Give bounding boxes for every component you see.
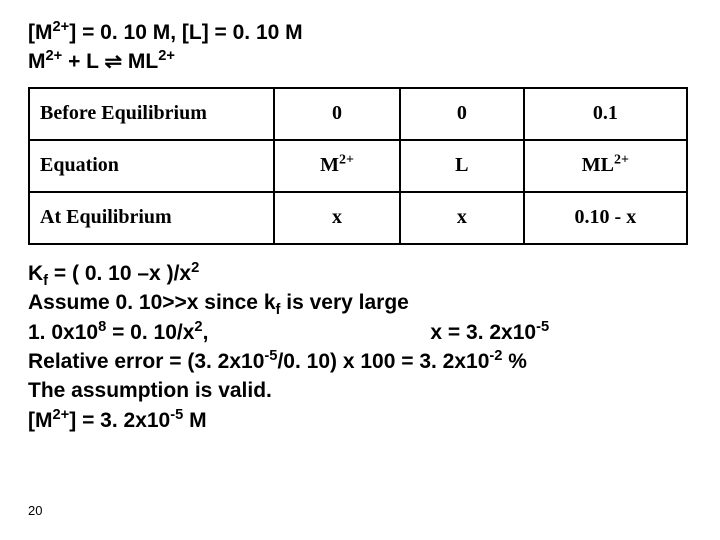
txt: % [502, 350, 527, 373]
cell: 0.10 - x [524, 192, 687, 244]
cell: L [400, 140, 524, 192]
txt: [M [28, 409, 53, 432]
kf-expression: Kf = ( 0. 10 –x )/x2 [28, 259, 692, 288]
sup: 2 [194, 319, 202, 335]
solve-line: 1. 0x108 = 0. 10/x2,x = 3. 2x10-5 [28, 318, 692, 347]
cell: 0 [274, 88, 400, 140]
txt: ] = 3. 2x10 [69, 409, 170, 432]
conc-line: [M2+] = 0. 10 M, [L] = 0. 10 M [28, 18, 692, 47]
cell: ML2+ [524, 140, 687, 192]
table-row: At Equilibrium x x 0.10 - x [29, 192, 687, 244]
sup: 2+ [53, 407, 70, 423]
txt: = 0. 10/x [106, 321, 194, 344]
assumption-line: Assume 0. 10>>x since kf is very large [28, 288, 692, 317]
cell: 0.1 [524, 88, 687, 140]
reaction-line: M2+ + L ⇌ ML2+ [28, 47, 692, 76]
page-number: 20 [28, 503, 42, 518]
txt: [M [28, 21, 53, 44]
cell: M2+ [274, 140, 400, 192]
answer-line: [M2+] = 3. 2x10-5 M [28, 406, 692, 435]
cell: 0 [400, 88, 524, 140]
row-label: Before Equilibrium [29, 88, 274, 140]
txt: 1. 0x10 [28, 321, 98, 344]
table-row: Before Equilibrium 0 0 0.1 [29, 88, 687, 140]
txt: M [28, 50, 46, 73]
txt: , [203, 321, 209, 344]
validity-line: The assumption is valid. [28, 376, 692, 405]
sup: 2+ [158, 48, 175, 64]
row-label: At Equilibrium [29, 192, 274, 244]
row-label: Equation [29, 140, 274, 192]
txt: ML [122, 50, 158, 73]
cell: x [400, 192, 524, 244]
relative-error-line: Relative error = (3. 2x10-5/0. 10) x 100… [28, 347, 692, 376]
txt: /0. 10) x 100 = 3. 2x10 [277, 350, 489, 373]
sup: -2 [489, 348, 502, 364]
ice-table: Before Equilibrium 0 0 0.1 Equation M2+ … [28, 87, 688, 245]
table-row: Equation M2+ L ML2+ [29, 140, 687, 192]
txt: + L [62, 50, 104, 73]
txt: is very large [280, 291, 408, 314]
txt: Relative error = (3. 2x10 [28, 350, 264, 373]
txt: ] = 0. 10 M, [L] = 0. 10 M [69, 21, 302, 44]
txt: = ( 0. 10 –x )/x [48, 262, 191, 285]
txt: M [183, 409, 206, 432]
txt: x = 3. 2x10 [430, 321, 536, 344]
sup: 2+ [46, 48, 63, 64]
x-value: x = 3. 2x10-5 [430, 318, 549, 347]
cell: x [274, 192, 400, 244]
txt: Assume 0. 10>>x since k [28, 291, 276, 314]
sup: -5 [264, 348, 277, 364]
equilibrium-arrow-icon: ⇌ [104, 50, 122, 73]
txt: K [28, 262, 43, 285]
sup: 2+ [53, 19, 70, 35]
sup: -5 [536, 319, 549, 335]
sup: 2 [191, 260, 199, 276]
sup: -5 [170, 407, 183, 423]
